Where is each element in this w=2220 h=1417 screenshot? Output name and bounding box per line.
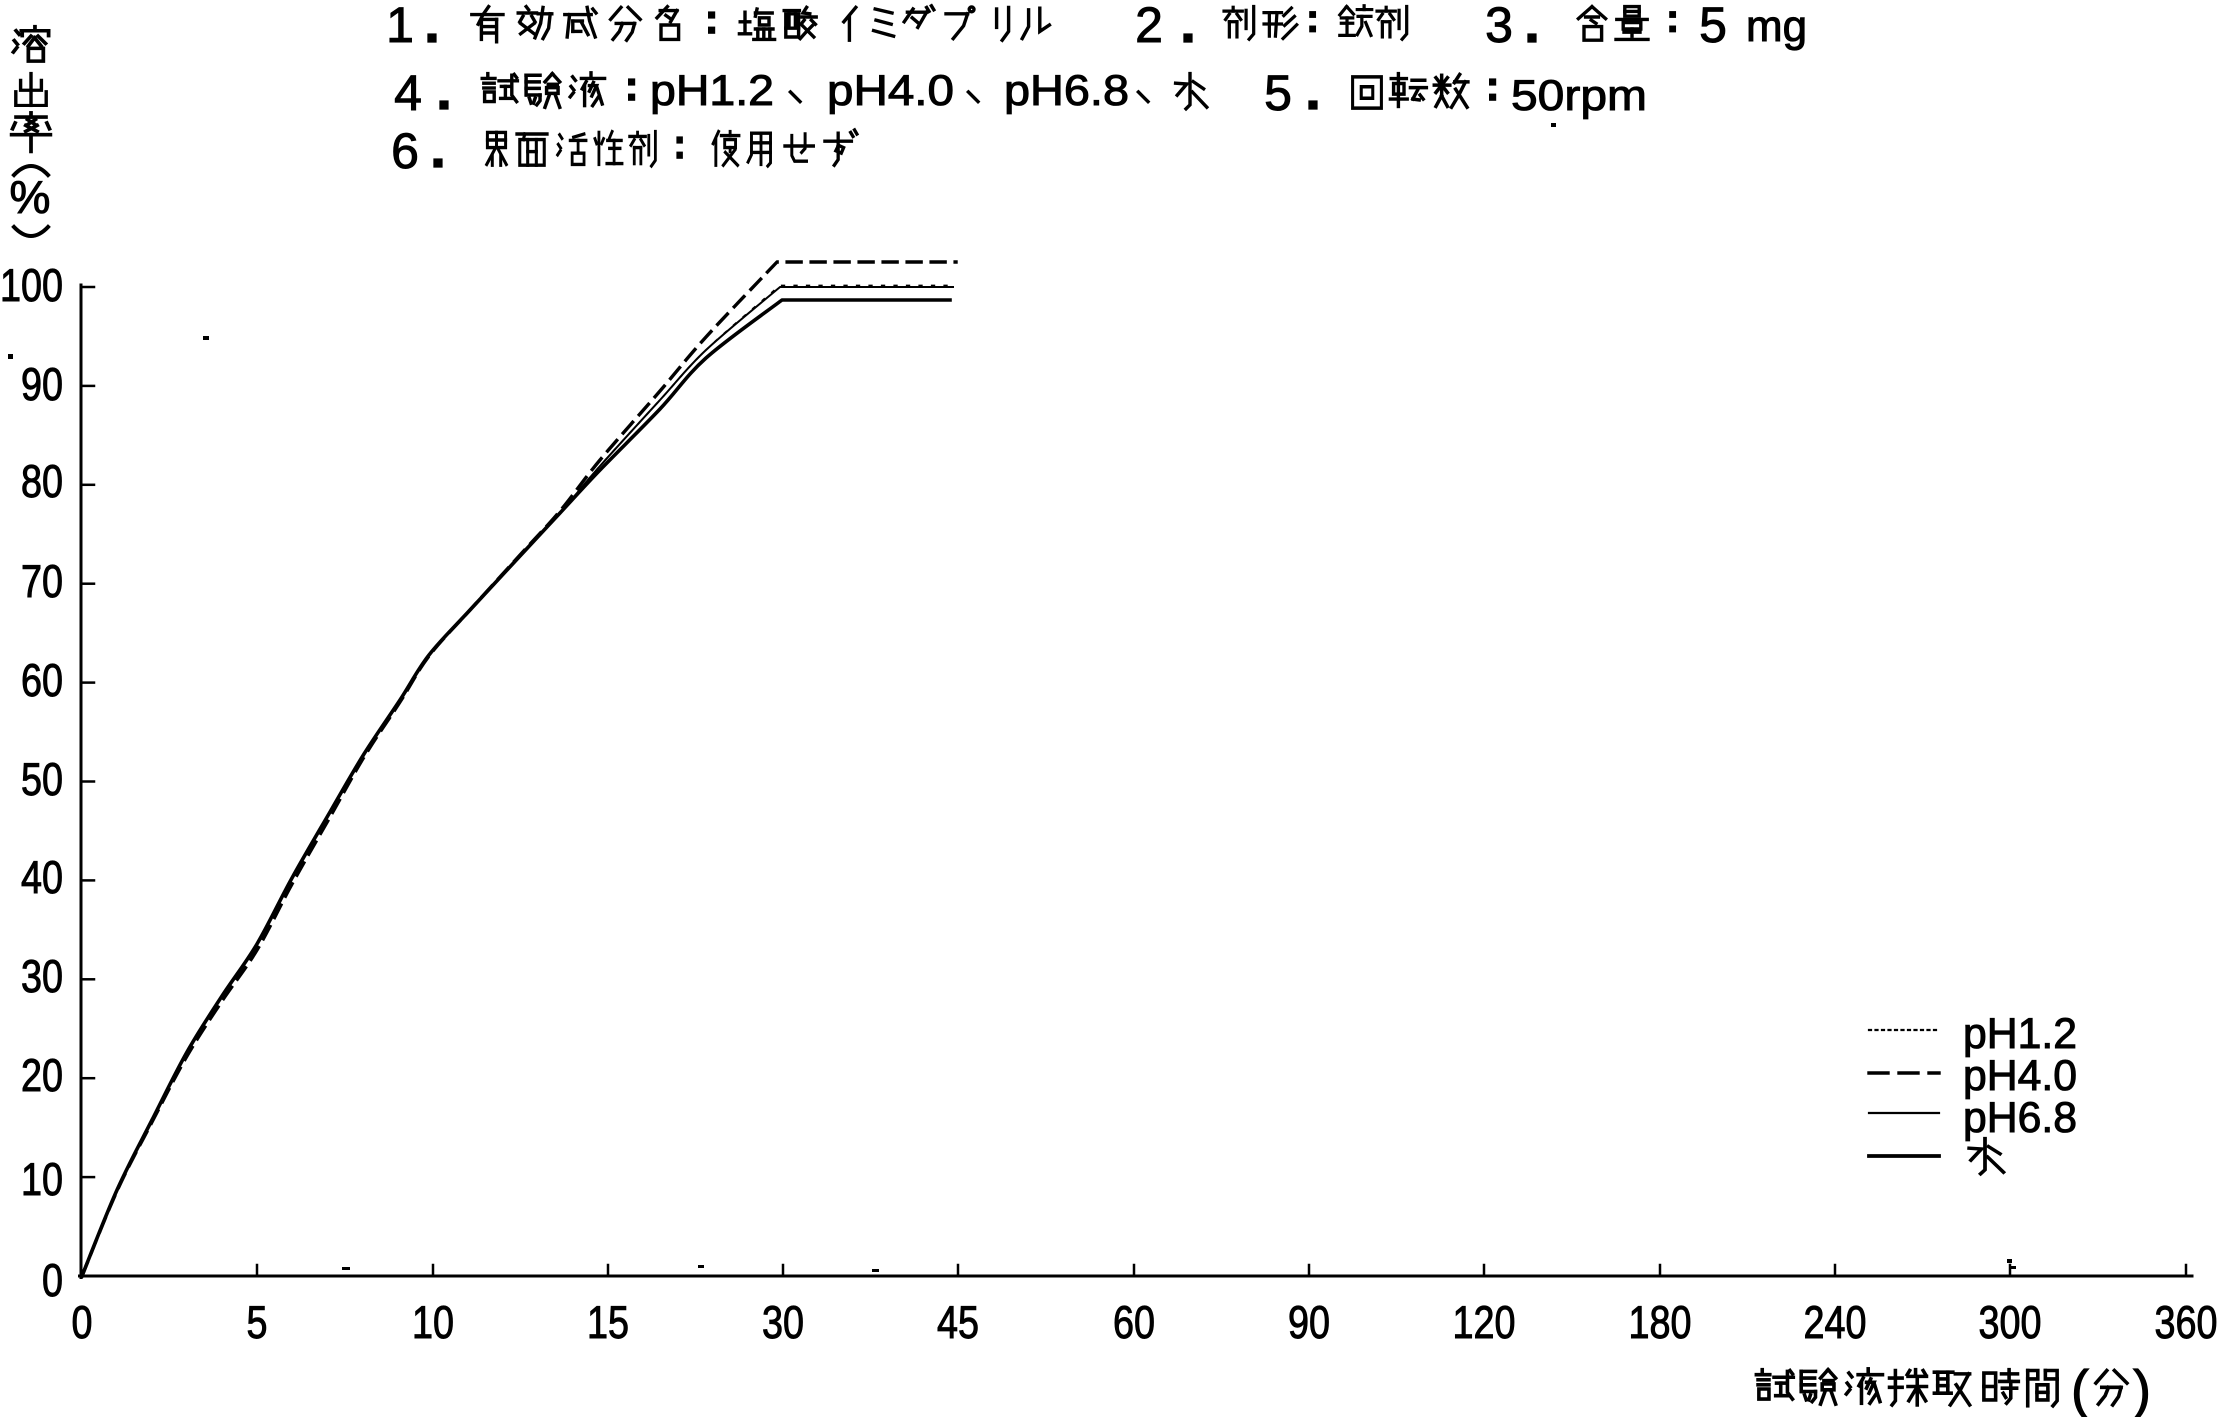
svg-text:70: 70 [21,555,63,607]
svg-text:360: 360 [2155,1296,2218,1348]
svg-text:300: 300 [1979,1296,2042,1348]
svg-text:6: 6 [391,123,419,179]
svg-text:pH6.8: pH6.8 [1004,67,1129,115]
svg-text:%: % [10,171,51,223]
svg-text:10: 10 [412,1296,454,1348]
svg-text:45: 45 [937,1296,979,1348]
svg-text:pH6.8: pH6.8 [1963,1094,2077,1142]
svg-text:0: 0 [42,1254,63,1306]
svg-text:240: 240 [1804,1296,1867,1348]
svg-text:60: 60 [21,654,63,706]
svg-text:30: 30 [21,950,63,1002]
svg-text:): ) [2133,1360,2151,1417]
svg-text:180: 180 [1629,1296,1692,1348]
svg-text:10: 10 [21,1153,63,1205]
svg-text:100: 100 [0,259,63,311]
svg-text:90: 90 [21,358,63,410]
svg-text:mg: mg [1746,2,1807,51]
svg-text:3: 3 [1485,0,1513,53]
svg-text:90: 90 [1288,1296,1330,1348]
svg-text:15: 15 [587,1296,629,1348]
svg-text:1: 1 [386,0,414,53]
svg-text:4: 4 [394,65,422,121]
svg-text:50rpm: 50rpm [1511,72,1647,120]
svg-text:50: 50 [21,753,63,805]
svg-text:120: 120 [1453,1296,1516,1348]
svg-text:5: 5 [1264,65,1292,121]
svg-text:2: 2 [1135,0,1163,53]
svg-text:pH1.2: pH1.2 [1963,1010,2077,1058]
svg-text:pH4.0: pH4.0 [1963,1052,2077,1100]
svg-text:20: 20 [21,1049,63,1101]
svg-text:40: 40 [21,851,63,903]
svg-text:30: 30 [762,1296,804,1348]
svg-text:pH4.0: pH4.0 [827,67,954,115]
svg-text:pH1.2: pH1.2 [650,67,774,115]
svg-text:5: 5 [1699,0,1727,53]
svg-text:(: ( [2071,1360,2089,1417]
svg-text:5: 5 [247,1296,268,1348]
svg-text:80: 80 [21,455,63,507]
svg-text:0: 0 [72,1296,93,1348]
svg-text:60: 60 [1113,1296,1155,1348]
